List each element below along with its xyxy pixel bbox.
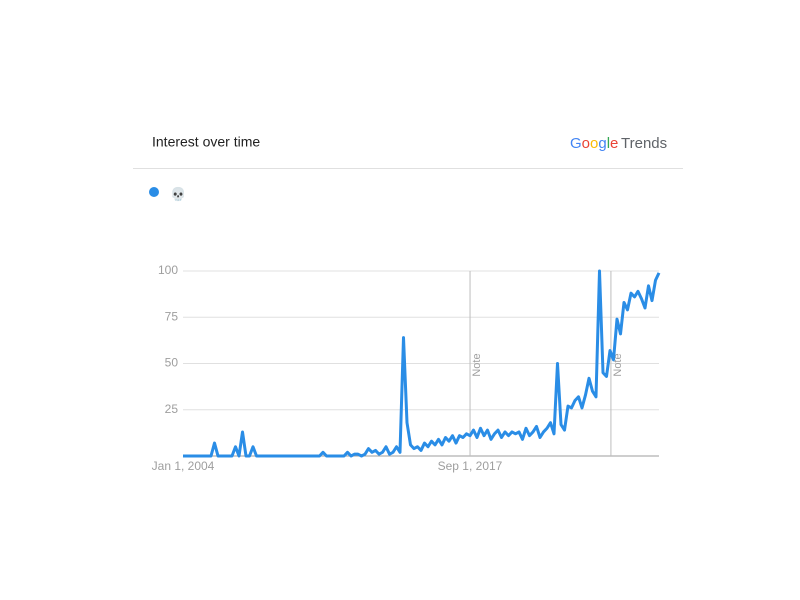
legend-marker — [149, 187, 159, 197]
brand-product: Trends — [621, 135, 667, 152]
y-tick-label: 50 — [165, 356, 179, 370]
card-title: Interest over time — [152, 134, 260, 150]
y-tick-label: 75 — [165, 309, 179, 323]
x-tick-label: Jan 1, 2004 — [152, 459, 215, 473]
legend-label: 💀 — [170, 186, 186, 201]
y-tick-label: 100 — [158, 263, 178, 277]
x-tick-label: Sep 1, 2017 — [438, 459, 503, 473]
note-label: Note — [471, 353, 483, 376]
trend-line — [183, 269, 661, 458]
y-tick-label: 25 — [165, 402, 179, 416]
brand-logo: Google — [570, 135, 618, 152]
